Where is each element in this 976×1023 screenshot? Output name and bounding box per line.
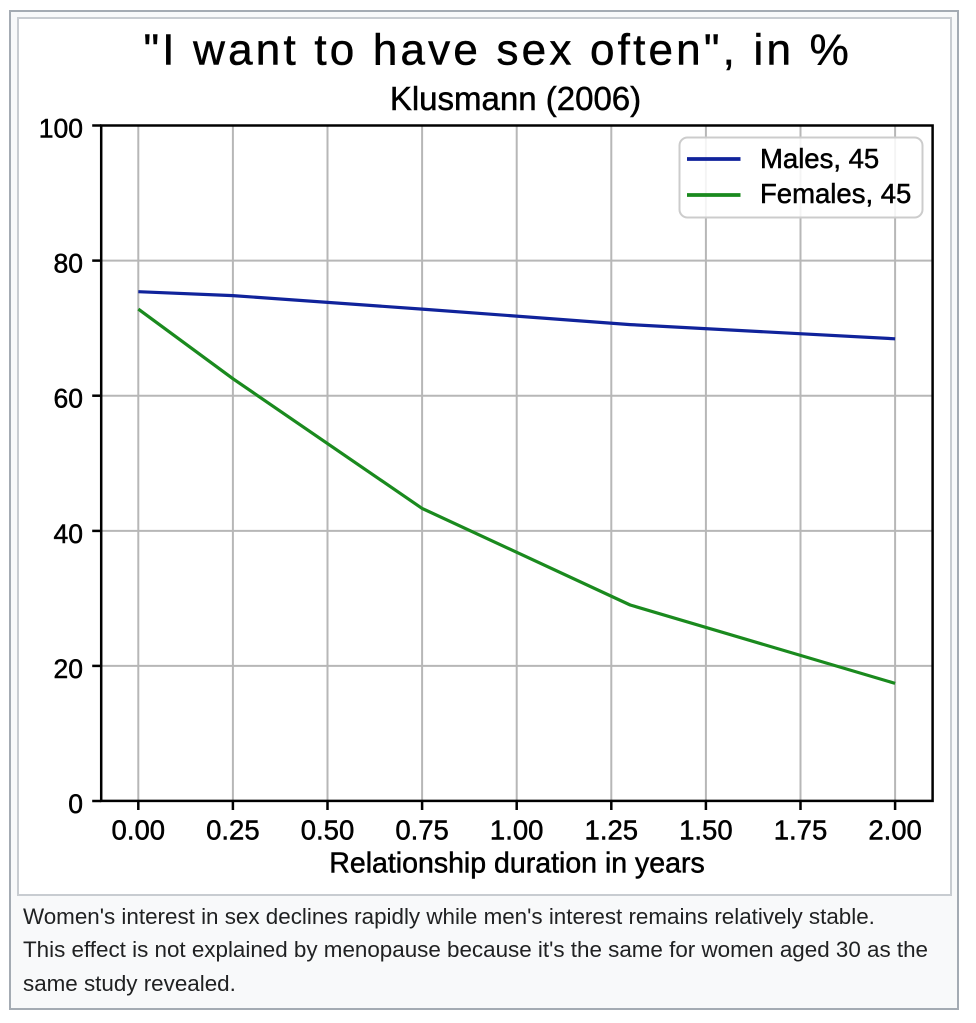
svg-text:60: 60 bbox=[54, 384, 83, 414]
svg-text:80: 80 bbox=[54, 249, 83, 279]
svg-text:Relationship duration in years: Relationship duration in years bbox=[329, 848, 704, 880]
svg-text:Females, 45: Females, 45 bbox=[760, 178, 911, 209]
svg-text:1.75: 1.75 bbox=[774, 815, 828, 846]
svg-text:0.50: 0.50 bbox=[301, 815, 355, 846]
svg-text:0.75: 0.75 bbox=[395, 815, 449, 846]
svg-text:1.00: 1.00 bbox=[490, 815, 544, 846]
svg-text:Males, 45: Males, 45 bbox=[760, 143, 879, 174]
svg-text:40: 40 bbox=[54, 519, 83, 549]
svg-text:"I want to have sex often", in: "I want to have sex often", in % bbox=[143, 25, 851, 74]
svg-text:2.00: 2.00 bbox=[868, 815, 922, 846]
svg-text:1.25: 1.25 bbox=[585, 815, 639, 846]
svg-text:100: 100 bbox=[39, 114, 83, 144]
svg-text:0: 0 bbox=[68, 789, 83, 819]
svg-text:1.50: 1.50 bbox=[679, 815, 733, 846]
svg-text:0.25: 0.25 bbox=[206, 815, 260, 846]
svg-text:Klusmann (2006): Klusmann (2006) bbox=[390, 80, 641, 117]
svg-text:20: 20 bbox=[54, 654, 83, 684]
svg-text:0.00: 0.00 bbox=[112, 815, 166, 846]
